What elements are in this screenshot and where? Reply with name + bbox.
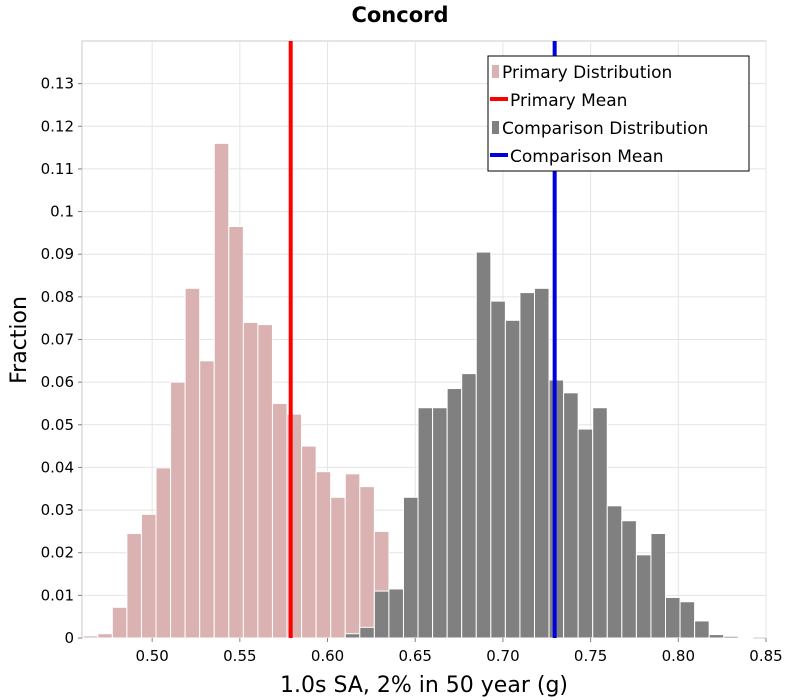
y-tick-label: 0.11 xyxy=(41,160,74,178)
primary-distribution-bar xyxy=(126,533,142,639)
x-axis-label: 1.0s SA, 2% in 50 year (g) xyxy=(280,673,568,698)
x-tick-label: 0.60 xyxy=(311,647,344,665)
primary-distribution-bar xyxy=(271,402,288,639)
y-tick-label: 0.1 xyxy=(50,203,74,221)
primary-distribution-bars xyxy=(82,142,448,639)
comparison-distribution-bar xyxy=(679,601,696,639)
x-tick-label: 0.70 xyxy=(486,647,519,665)
comparison-distribution-bar xyxy=(388,588,404,639)
comparison-distribution-bar xyxy=(665,596,681,639)
comparison-distribution-bar xyxy=(519,292,535,639)
x-axis-ticks: 0.50 0.55 0.60 0.65 0.70 0.75 0.80 0.85 xyxy=(135,638,783,665)
legend-box xyxy=(487,55,750,172)
primary-distribution-bar xyxy=(330,496,346,639)
x-tick-label: 0.50 xyxy=(135,647,168,665)
legend-label-primary-distribution: Primary Distribution xyxy=(502,63,672,83)
legend: Primary Distribution Primary Mean Compar… xyxy=(487,55,750,172)
primary-distribution-bar xyxy=(140,513,157,639)
comparison-distribution-bar xyxy=(475,251,492,639)
primary-distribution-bar xyxy=(184,287,201,639)
comparison-distribution-bar xyxy=(635,554,652,639)
x-tick-label: 0.75 xyxy=(574,647,607,665)
y-tick-label: 0.07 xyxy=(41,331,74,349)
y-tick-label: 0.06 xyxy=(41,373,74,391)
comparison-distribution-bar xyxy=(533,287,550,639)
x-tick-label: 0.55 xyxy=(223,647,256,665)
y-tick-label: 0.01 xyxy=(41,586,74,604)
y-tick-label: 0.09 xyxy=(41,245,74,263)
primary-distribution-bar xyxy=(228,225,244,639)
primary-distribution-bar xyxy=(301,445,317,639)
legend-swatch-comparison-distribution xyxy=(492,121,499,134)
comparison-distribution-bar xyxy=(373,590,390,639)
primary-distribution-bar xyxy=(213,142,230,639)
legend-label-comparison-distribution: Comparison Distribution xyxy=(502,119,708,139)
y-axis-ticks: 0 0.01 0.02 0.03 0.04 0.05 0.06 0.07 0.08 0.09 0.1… xyxy=(41,75,82,647)
comparison-distribution-bar xyxy=(708,634,725,639)
y-tick-label: 0.04 xyxy=(41,458,74,476)
comparison-distribution-bar xyxy=(592,407,608,639)
comparison-distribution-bar xyxy=(344,633,361,639)
primary-distribution-bar xyxy=(344,473,361,639)
comparison-distribution-bar xyxy=(417,407,434,639)
primary-distribution-bar xyxy=(242,321,259,639)
primary-distribution-bar xyxy=(359,486,375,639)
y-tick-label: 0.13 xyxy=(41,75,74,93)
primary-distribution-bar xyxy=(199,360,215,639)
comparison-distribution-bars xyxy=(344,251,754,639)
legend-swatch-primary-distribution xyxy=(492,65,499,78)
primary-distribution-bar xyxy=(257,324,273,639)
comparison-distribution-bar xyxy=(737,636,754,639)
y-tick-label: 0.02 xyxy=(41,544,74,562)
comparison-distribution-bar xyxy=(446,388,463,639)
legend-label-primary-mean: Primary Mean xyxy=(510,91,627,111)
comparison-distribution-bar xyxy=(621,520,637,639)
primary-distribution-bar xyxy=(82,635,99,639)
comparison-distribution-bar xyxy=(694,620,710,639)
comparison-distribution-bar xyxy=(490,300,506,639)
comparison-distribution-bar xyxy=(606,505,623,639)
primary-distribution-bar xyxy=(155,467,172,639)
y-tick-label: 0 xyxy=(64,629,74,647)
x-tick-label: 0.65 xyxy=(399,647,432,665)
primary-distribution-bar xyxy=(315,471,332,639)
y-tick-label: 0.12 xyxy=(41,117,74,135)
chart-title: Concord xyxy=(351,3,448,27)
x-tick-label: 0.85 xyxy=(749,647,782,665)
y-tick-label: 0.05 xyxy=(41,416,74,434)
comparison-distribution-bar xyxy=(563,392,579,639)
comparison-distribution-bar xyxy=(432,407,448,639)
comparison-distribution-bar xyxy=(461,373,477,639)
comparison-distribution-bar xyxy=(402,496,419,639)
primary-distribution-bar xyxy=(170,381,186,639)
y-tick-label: 0.08 xyxy=(41,288,74,306)
y-axis-label: Fraction xyxy=(7,296,32,384)
legend-label-comparison-mean: Comparison Mean xyxy=(510,147,664,167)
comparison-distribution-bar xyxy=(650,533,667,639)
comparison-distribution-bar xyxy=(359,626,375,639)
primary-distribution-bar xyxy=(97,633,113,639)
comparison-distribution-bar xyxy=(577,428,594,639)
comparison-distribution-bar xyxy=(504,319,521,639)
comparison-distribution-bar xyxy=(723,635,739,639)
y-tick-label: 0.03 xyxy=(41,501,74,519)
primary-distribution-bar xyxy=(111,606,128,639)
x-tick-label: 0.80 xyxy=(662,647,695,665)
